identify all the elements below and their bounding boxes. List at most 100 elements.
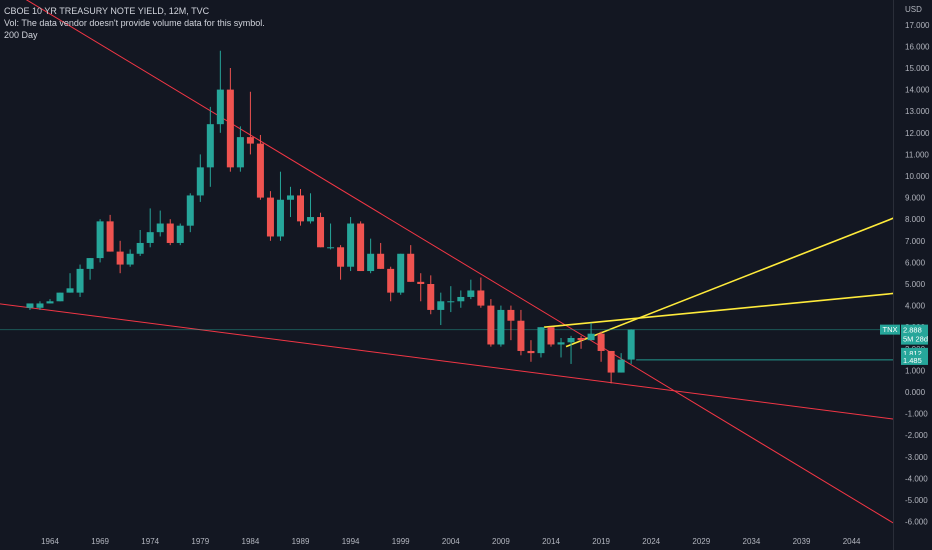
candle-body[interactable] bbox=[407, 253, 415, 282]
price-axis-tick: 6.000 bbox=[905, 258, 926, 267]
price-axis-tick: -2.000 bbox=[905, 431, 928, 440]
trendline-red[interactable] bbox=[0, 301, 902, 420]
candle-body[interactable] bbox=[116, 251, 124, 265]
candle-body[interactable] bbox=[497, 309, 505, 345]
candle-body[interactable] bbox=[377, 253, 385, 269]
candle-body[interactable] bbox=[76, 268, 84, 293]
price-axis-tick: 4.000 bbox=[905, 302, 926, 311]
candle-body[interactable] bbox=[507, 309, 515, 321]
level-a-label: 1.812 bbox=[903, 349, 922, 358]
candle-body[interactable] bbox=[487, 305, 495, 345]
candle-body[interactable] bbox=[46, 301, 54, 304]
candle-body[interactable] bbox=[537, 327, 545, 354]
candle-body[interactable] bbox=[467, 290, 475, 297]
candle-body[interactable] bbox=[196, 167, 204, 196]
candle-body[interactable] bbox=[106, 221, 114, 252]
candle-body[interactable] bbox=[367, 253, 375, 272]
candle-body[interactable] bbox=[216, 89, 224, 125]
price-axis-tick: -3.000 bbox=[905, 453, 928, 462]
candle-body[interactable] bbox=[437, 301, 445, 310]
candle-body[interactable] bbox=[26, 303, 34, 308]
candle-body[interactable] bbox=[136, 242, 144, 254]
candle-body[interactable] bbox=[617, 359, 625, 373]
candle-body[interactable] bbox=[567, 338, 575, 343]
price-axis-tick: 8.000 bbox=[905, 215, 926, 224]
time-axis-tick: 1994 bbox=[342, 537, 360, 546]
candle-body[interactable] bbox=[547, 327, 555, 345]
candle-body[interactable] bbox=[337, 247, 345, 267]
time-axis-tick: 2039 bbox=[793, 537, 811, 546]
candle-body[interactable] bbox=[256, 143, 264, 198]
time-axis-tick: 2019 bbox=[592, 537, 610, 546]
candle-body[interactable] bbox=[146, 232, 154, 243]
price-axis-tick: -6.000 bbox=[905, 518, 928, 527]
price-axis-tick: 14.000 bbox=[905, 86, 930, 95]
candle-body[interactable] bbox=[627, 329, 635, 360]
candle-body[interactable] bbox=[447, 301, 455, 303]
time-axis-tick: 1984 bbox=[242, 537, 260, 546]
candle-body[interactable] bbox=[517, 320, 525, 351]
candle-body[interactable] bbox=[557, 342, 565, 345]
candle-body[interactable] bbox=[286, 195, 294, 200]
trendline-red[interactable] bbox=[0, 0, 902, 528]
candle-body[interactable] bbox=[66, 288, 74, 293]
candle-body[interactable] bbox=[266, 197, 274, 237]
candle-body[interactable] bbox=[297, 195, 304, 222]
candle-body[interactable] bbox=[347, 223, 355, 267]
trendline-yellow[interactable] bbox=[543, 292, 902, 328]
time-axis-tick: 2034 bbox=[743, 537, 761, 546]
last-price-tag bbox=[901, 324, 928, 345]
candle-body[interactable] bbox=[307, 217, 315, 222]
candle-body[interactable] bbox=[577, 338, 585, 341]
candle-body[interactable] bbox=[587, 333, 595, 341]
price-axis-tick: 5.000 bbox=[905, 280, 926, 289]
candle-body[interactable] bbox=[607, 350, 615, 373]
candle-body[interactable] bbox=[96, 221, 104, 259]
candle-body[interactable] bbox=[246, 137, 254, 144]
candle-body[interactable] bbox=[166, 223, 174, 243]
price-axis-tick: 12.000 bbox=[905, 129, 930, 138]
candle-body[interactable] bbox=[387, 268, 395, 293]
candle-body[interactable] bbox=[56, 292, 64, 302]
candle-body[interactable] bbox=[186, 195, 194, 226]
price-axis-tick: 7.000 bbox=[905, 237, 926, 246]
price-axis-tick: 11.000 bbox=[905, 150, 929, 159]
candle-body[interactable] bbox=[527, 350, 535, 354]
time-axis-tick: 1964 bbox=[41, 537, 59, 546]
candle-body[interactable] bbox=[427, 284, 435, 310]
price-axis-tick: 15.000 bbox=[905, 64, 930, 73]
price-axis-tick: -4.000 bbox=[905, 474, 928, 483]
candle-body[interactable] bbox=[457, 296, 465, 302]
candle-body[interactable] bbox=[597, 333, 605, 351]
candle-body[interactable] bbox=[126, 253, 134, 265]
candle-body[interactable] bbox=[156, 223, 164, 233]
price-axis-currency: USD bbox=[905, 5, 922, 14]
candle-body[interactable] bbox=[397, 253, 405, 293]
symbol-title[interactable]: CBOE 10 YR TREASURY NOTE YIELD, 12M, TVC bbox=[4, 6, 210, 16]
candle-body[interactable] bbox=[327, 247, 335, 249]
candle-body[interactable] bbox=[176, 225, 184, 243]
candle-body[interactable] bbox=[36, 303, 44, 308]
candle-body[interactable] bbox=[417, 281, 425, 284]
price-axis-tick: 10.000 bbox=[905, 172, 930, 181]
candle-body[interactable] bbox=[206, 124, 214, 168]
candle-body[interactable] bbox=[477, 290, 485, 306]
level-a-tag bbox=[901, 347, 928, 358]
trendline-yellow[interactable] bbox=[565, 215, 902, 348]
price-axis-tick: 17.000 bbox=[905, 21, 930, 30]
level-b-tag bbox=[901, 354, 928, 365]
price-axis-tick: 9.000 bbox=[905, 194, 926, 203]
time-axis-tick: 2029 bbox=[692, 537, 710, 546]
candle-body[interactable] bbox=[276, 199, 284, 237]
candle-body[interactable] bbox=[226, 89, 234, 168]
bar-countdown-label: 5M 28d bbox=[903, 335, 928, 344]
candle-body[interactable] bbox=[317, 217, 325, 248]
candle-body[interactable] bbox=[357, 223, 365, 272]
candle-body[interactable] bbox=[236, 137, 244, 168]
price-axis-tick: 16.000 bbox=[905, 42, 930, 51]
candle-body[interactable] bbox=[86, 258, 94, 269]
indicator-label[interactable]: 200 Day bbox=[4, 30, 38, 40]
